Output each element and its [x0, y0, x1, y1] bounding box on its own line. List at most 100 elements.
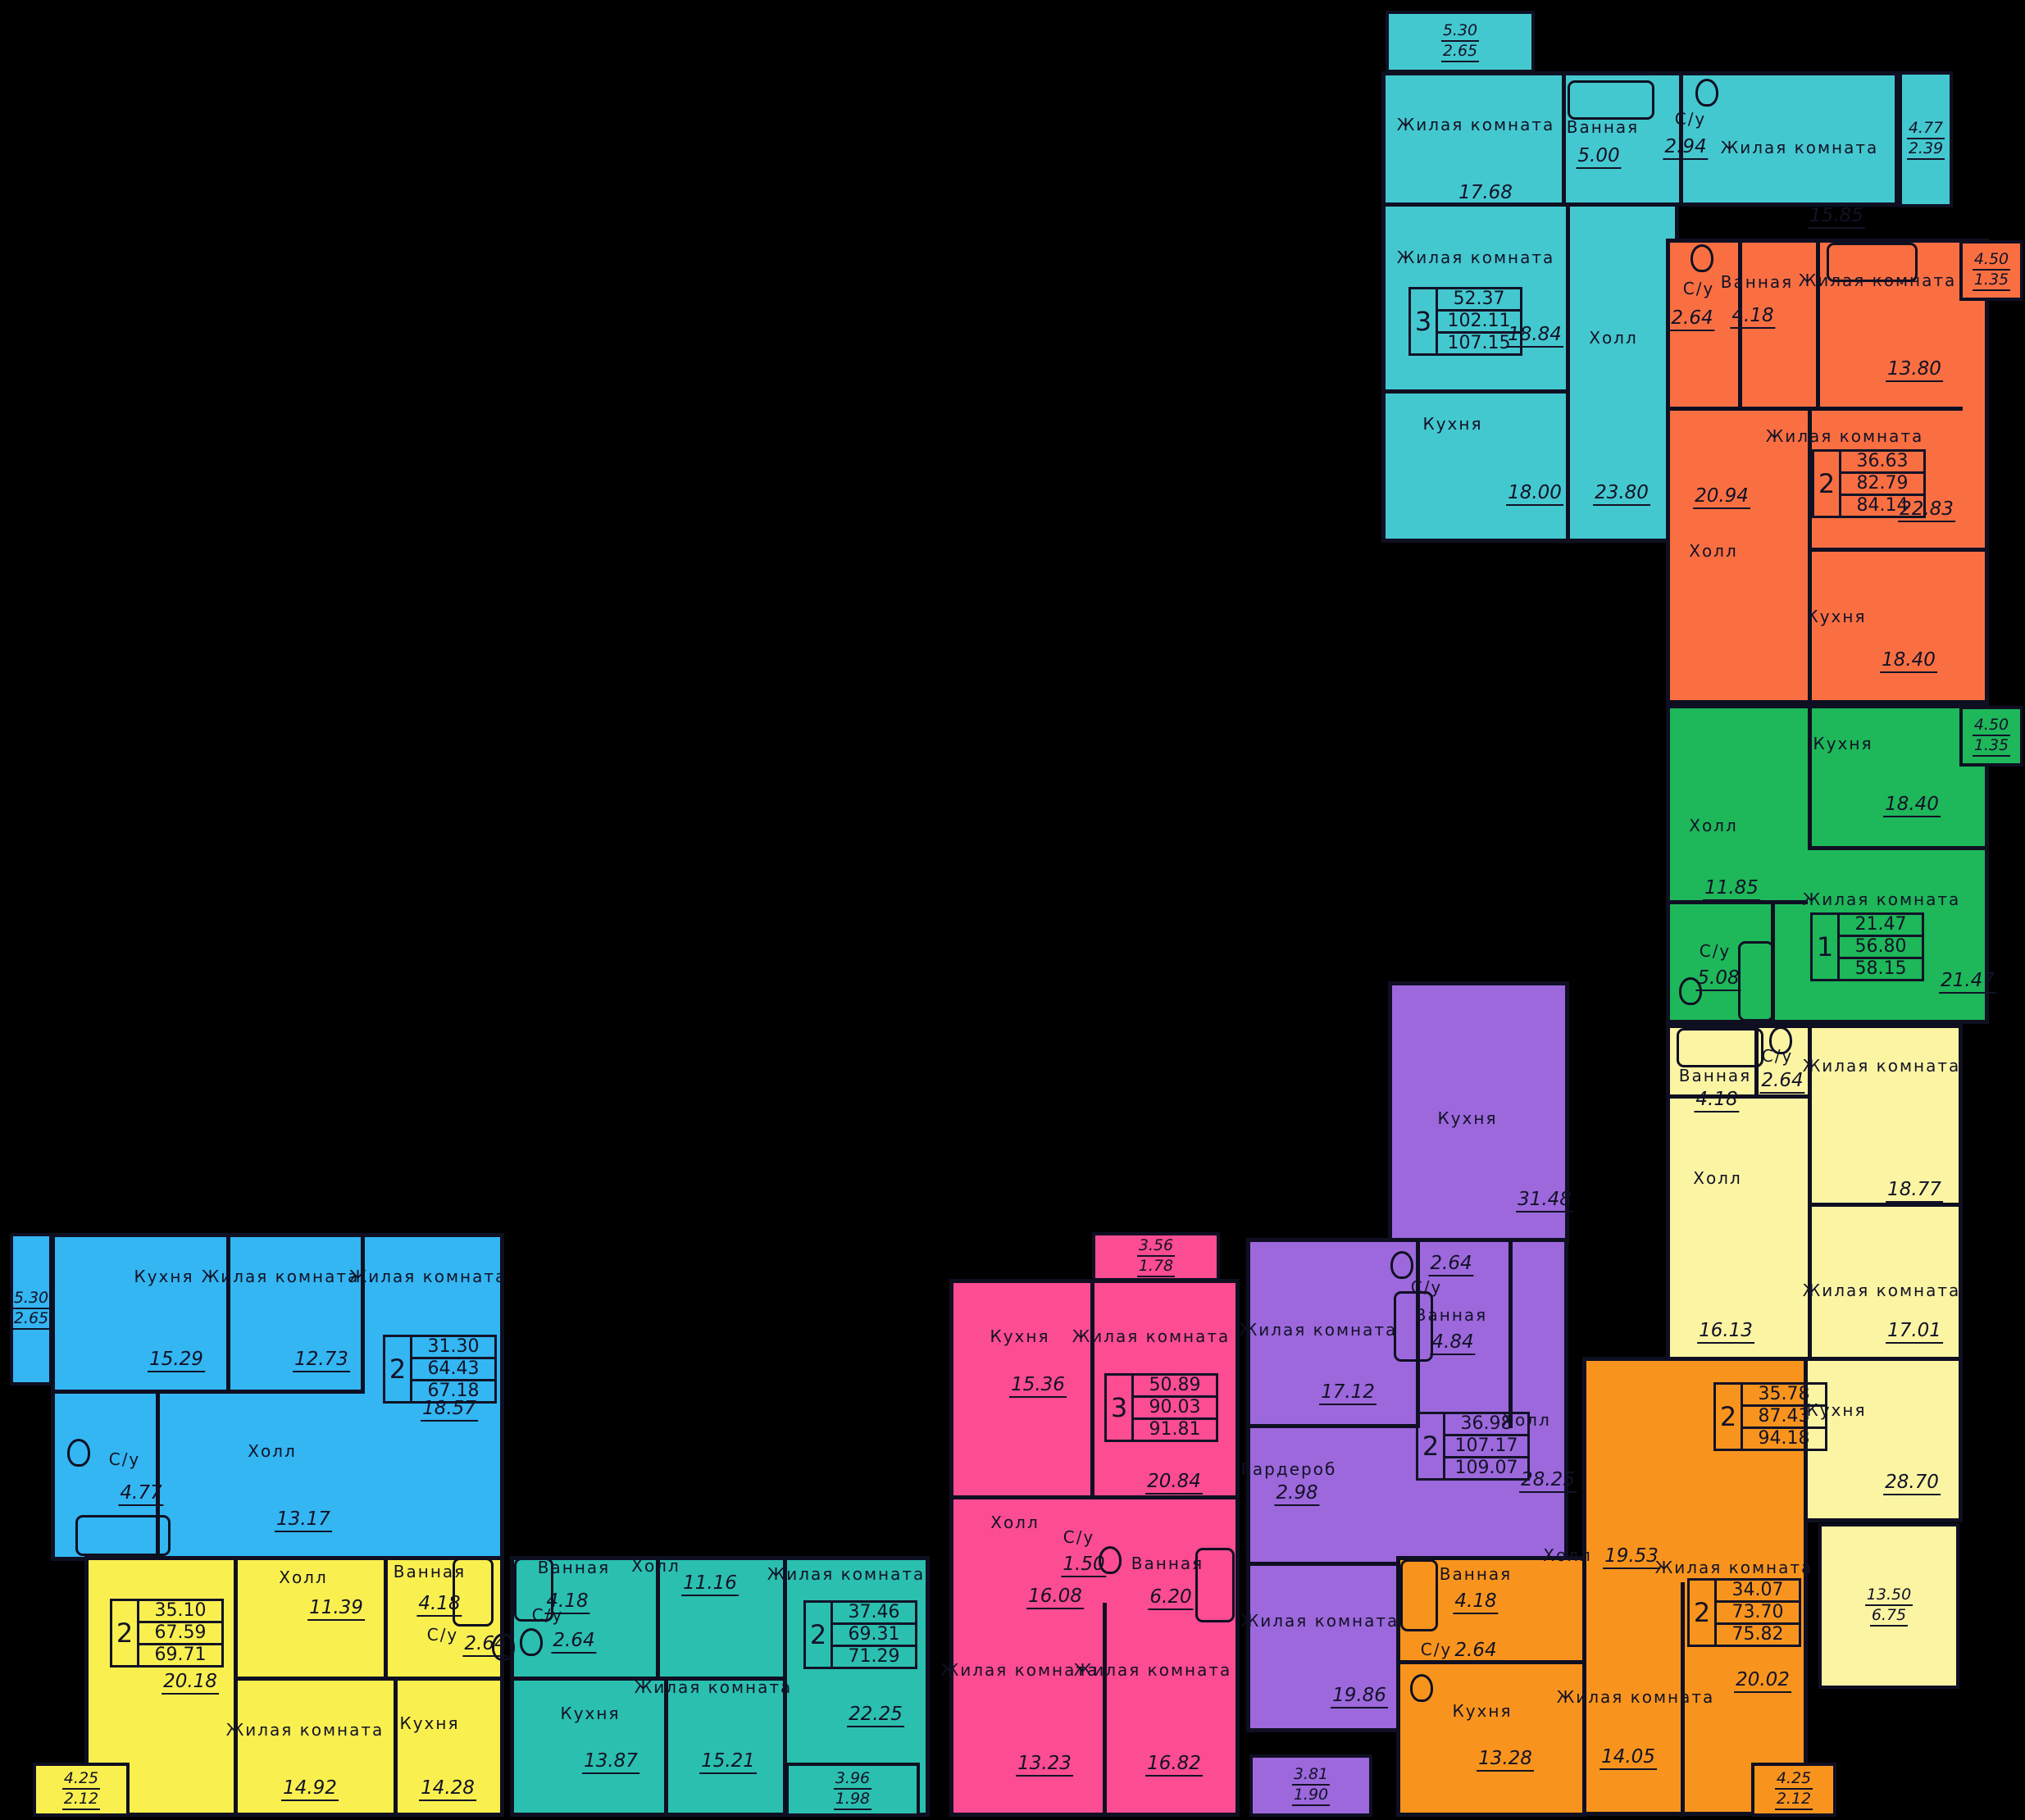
stat-total-area: 69.71	[154, 1645, 207, 1665]
room-area: 4.77	[118, 1482, 164, 1506]
wall	[234, 1556, 238, 1817]
room-area: 19.86	[1331, 1685, 1388, 1709]
room-label: Ванная	[1566, 117, 1640, 137]
wall	[1509, 1238, 1513, 1428]
stat-living-area: 31.30	[412, 1337, 494, 1359]
room-label: Холл	[631, 1556, 680, 1576]
wall	[394, 1681, 398, 1817]
balcony-size: 3.96	[833, 1769, 872, 1790]
room-area: 17.01	[1886, 1320, 1943, 1344]
room-area: 11.85	[1703, 877, 1760, 901]
stat-table: 2 31.30 64.43 67.18	[383, 1335, 497, 1404]
wall	[51, 1390, 365, 1394]
stat-living-area: 36.63	[1841, 452, 1923, 474]
stat-living-area: 21.47	[1840, 915, 1922, 937]
stat-area: 87.43	[1743, 1407, 1825, 1429]
balcony-size: 4.25	[1774, 1769, 1813, 1790]
balcony-size: 5.30	[11, 1289, 51, 1309]
stat-rooms: 2	[806, 1603, 833, 1667]
room-area: 13.80	[1886, 358, 1943, 382]
wall	[1808, 704, 1812, 850]
room-label: Жилая комната	[1396, 115, 1555, 134]
room-area: 31.48	[1516, 1189, 1573, 1213]
stat-rooms: 2	[1814, 452, 1841, 516]
stat-living-area: 35.78	[1743, 1385, 1825, 1407]
stat-area: 56.80	[1840, 937, 1922, 959]
stat-total-area: 75.82	[1731, 1624, 1784, 1645]
balcony-size: 4.25	[61, 1769, 101, 1790]
wall	[1816, 239, 1820, 411]
balcony-size: 4.77	[1906, 119, 1945, 139]
bathtub-icon	[1394, 1291, 1433, 1362]
room-area: 17.68	[1457, 182, 1514, 206]
toilet-icon	[1099, 1546, 1122, 1574]
wall	[664, 1681, 668, 1817]
toilet-icon	[1769, 1026, 1792, 1054]
room-label: Холл	[1689, 541, 1738, 561]
room-label: Холл	[1693, 1168, 1742, 1188]
room-label: С/у	[1063, 1527, 1095, 1547]
room-label: Холл	[248, 1441, 297, 1461]
stat-total-area: 58.15	[1854, 958, 1907, 979]
balcony-size: 1.78	[1136, 1257, 1176, 1277]
room-label: С/у	[1761, 1046, 1794, 1066]
stat-total-area: 107.15	[1447, 333, 1511, 353]
room-label: Ванная	[1131, 1554, 1204, 1573]
room-label: Жилая комната	[1802, 1281, 1961, 1300]
room-label: Жилая комната	[1802, 890, 1961, 909]
stat-area: 64.43	[412, 1359, 494, 1381]
wall	[1103, 1603, 1107, 1817]
apartment-a-shape	[1381, 202, 1679, 543]
wall	[1808, 846, 1989, 850]
stat-rooms: 2	[385, 1337, 412, 1401]
terrace-size: 6.75	[1869, 1606, 1909, 1627]
room-label: С/у	[1420, 1640, 1453, 1659]
room-area: 2.98	[1274, 1482, 1320, 1506]
room-label: Гардероб	[1240, 1459, 1337, 1479]
room-area: 4.18	[1453, 1590, 1499, 1614]
room-area: 2.94	[1663, 136, 1709, 160]
room-label: С/у	[1699, 941, 1731, 961]
wall	[1246, 1424, 1420, 1428]
room-label: С/у	[531, 1605, 564, 1625]
room-area: 4.18	[544, 1590, 590, 1614]
toilet-icon	[67, 1439, 90, 1467]
room-area: 28.25	[1519, 1469, 1577, 1493]
room-label: Жилая комната	[1802, 1056, 1961, 1076]
wall	[949, 1495, 1240, 1499]
room-area: 13.28	[1477, 1748, 1534, 1772]
room-label: Жилая комната	[1556, 1687, 1715, 1707]
room-area: 13.87	[582, 1750, 639, 1774]
stat-rooms: 2	[1418, 1414, 1445, 1478]
room-area: 5.00	[1576, 145, 1622, 169]
wall	[1808, 1357, 1963, 1361]
room-label: Кухня	[990, 1326, 1050, 1346]
balcony-badge: 4.25 2.12	[1751, 1763, 1836, 1817]
room-area: 19.53	[1603, 1545, 1660, 1569]
stat-table: 2 35.10 67.59 69.71	[110, 1599, 224, 1668]
balcony-size: 1.90	[1291, 1786, 1331, 1806]
bathtub-icon	[1400, 1559, 1438, 1631]
balcony-badge: 3.96 1.98	[785, 1763, 920, 1817]
wall	[156, 1390, 160, 1561]
stat-total-area: 71.29	[848, 1646, 900, 1667]
room-area: 15.36	[1009, 1374, 1067, 1398]
room-area: 22.25	[847, 1704, 904, 1727]
room-area: 18.40	[1880, 649, 1937, 673]
stat-rooms: 3	[1107, 1376, 1134, 1440]
room-label: Жилая комната	[1239, 1320, 1398, 1340]
room-area: 2.64	[551, 1630, 597, 1654]
room-area: 2.64	[1669, 307, 1715, 331]
stat-living-area: 35.10	[139, 1601, 221, 1623]
stat-rooms: 2	[1690, 1581, 1717, 1645]
room-label: Жилая комната	[1765, 426, 1924, 446]
bathtub-icon	[1738, 941, 1774, 1021]
balcony-size: 1.35	[1972, 271, 2011, 291]
room-area: 2.64	[1453, 1640, 1499, 1663]
room-area: 16.13	[1697, 1320, 1754, 1344]
room-label: Кухня	[1437, 1108, 1498, 1128]
room-label: Жилая комната	[225, 1720, 385, 1740]
room-label: Ванная	[537, 1558, 611, 1577]
wall	[656, 1556, 660, 1681]
room-label: Жилая комната	[1396, 248, 1555, 267]
